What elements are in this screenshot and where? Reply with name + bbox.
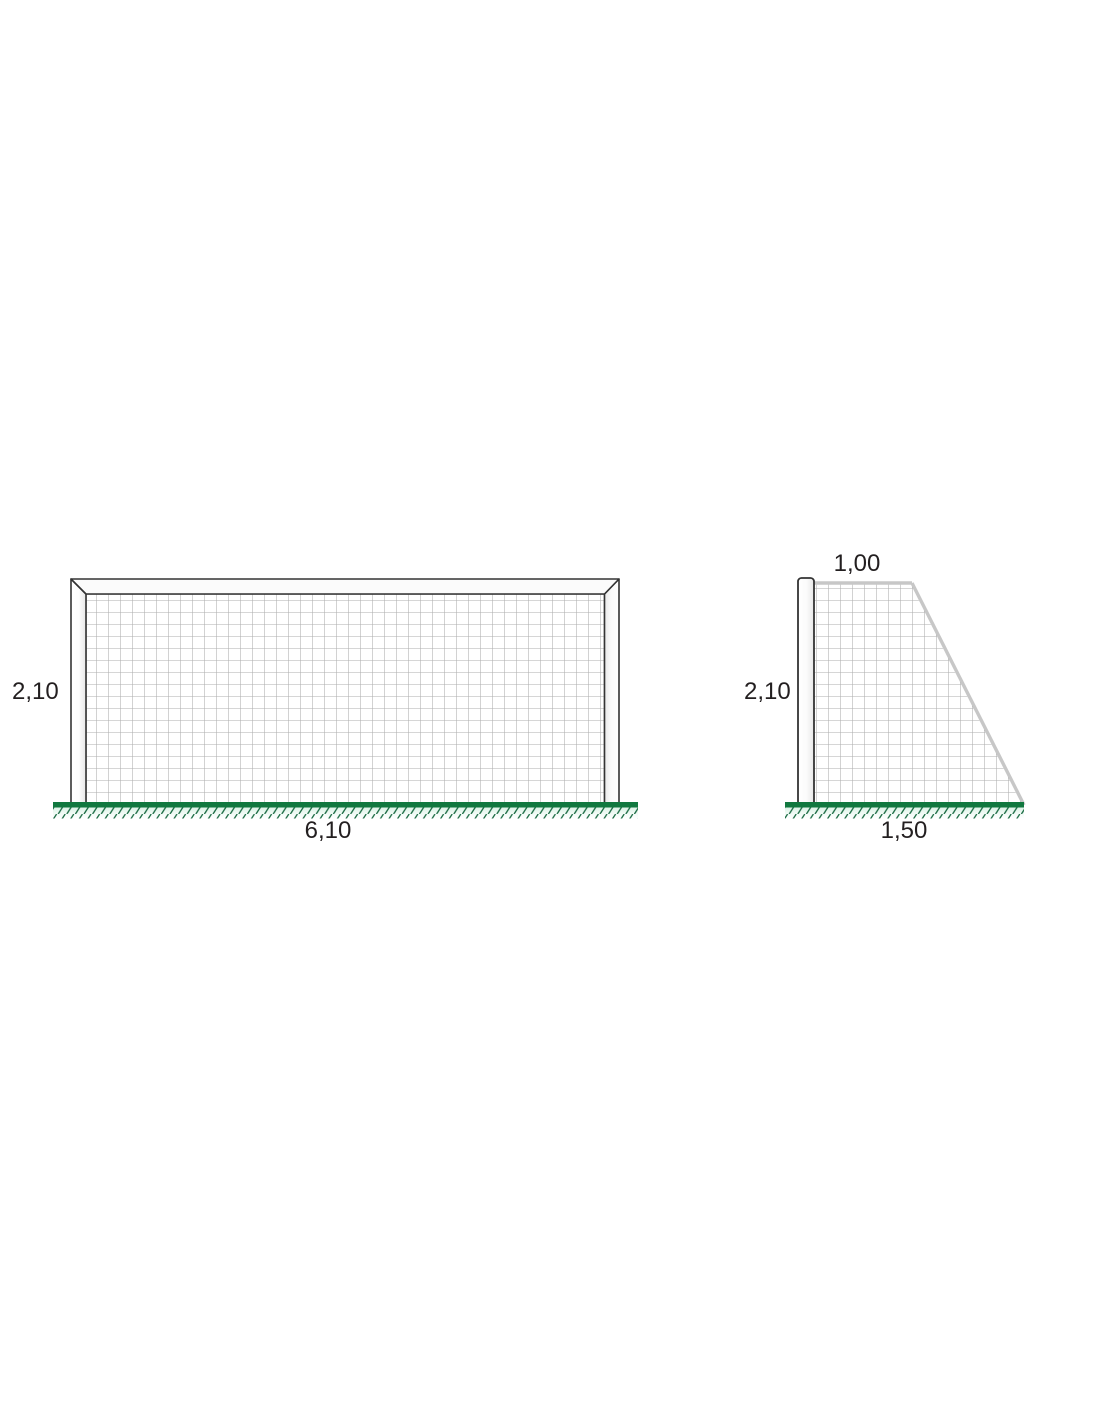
svg-text:1,00: 1,00: [834, 550, 881, 577]
svg-text:1,50: 1,50: [881, 817, 928, 844]
svg-text:6,10: 6,10: [305, 817, 352, 844]
svg-text:2,10: 2,10: [12, 678, 59, 705]
svg-text:2,10: 2,10: [744, 678, 791, 705]
